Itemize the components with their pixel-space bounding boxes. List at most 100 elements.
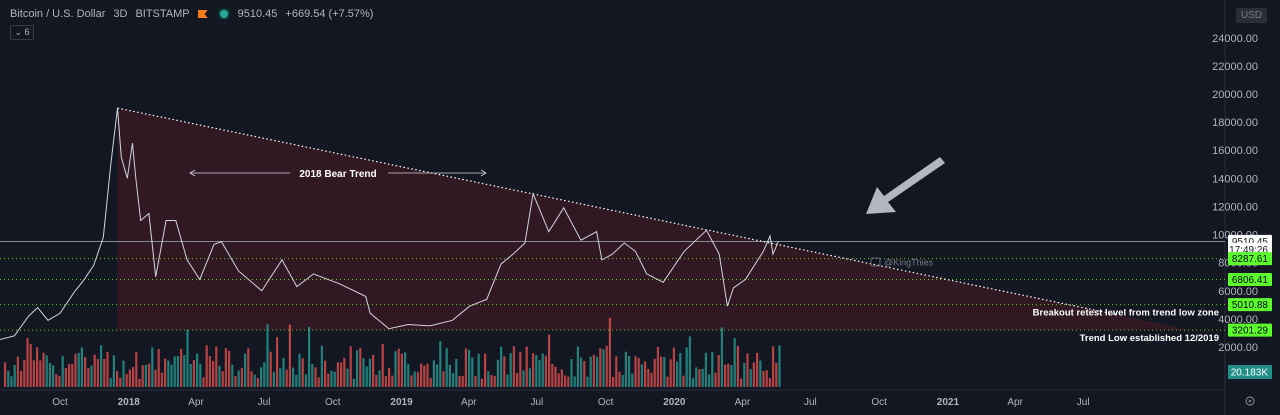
- volume-bar: [20, 371, 23, 387]
- volume-bar: [640, 364, 643, 387]
- volume-bar: [413, 371, 416, 387]
- y-tick-label: 12000.00: [1212, 201, 1258, 213]
- volume-bar: [375, 374, 378, 387]
- symbol-name[interactable]: Bitcoin / U.S. Dollar: [10, 8, 106, 20]
- volume-bar: [320, 345, 323, 387]
- volume-bar: [64, 368, 67, 387]
- volume-bar: [541, 353, 544, 387]
- volume-bar: [698, 369, 701, 387]
- volume-bar: [298, 353, 301, 387]
- volume-bar: [359, 347, 362, 387]
- volume-bar: [743, 363, 746, 387]
- volume-bar: [400, 353, 403, 387]
- volume-bar: [346, 368, 349, 387]
- volume-bar: [173, 356, 176, 387]
- volume-bar: [154, 369, 157, 387]
- volume-bar: [119, 377, 122, 387]
- volume-bar: [736, 345, 739, 387]
- volume-axis-label: 20.183K: [1231, 368, 1269, 379]
- volume-bar: [452, 373, 455, 387]
- volume-bar: [458, 375, 461, 387]
- volume-bar: [295, 374, 298, 387]
- volume-bar: [23, 359, 26, 387]
- volume-axis-label-bg: [1228, 365, 1272, 379]
- volume-bar: [122, 360, 125, 387]
- volume-bar: [116, 371, 119, 387]
- volume-bar: [468, 349, 471, 387]
- volume-bar: [77, 352, 80, 387]
- volume-bar: [762, 371, 765, 387]
- volume-bar: [580, 357, 583, 387]
- volume-bar: [13, 365, 16, 387]
- volume-bar: [61, 355, 64, 387]
- volume-bar: [349, 346, 352, 387]
- volume-bar: [528, 368, 531, 387]
- volume-bar: [244, 353, 247, 387]
- volume-bar: [672, 347, 675, 387]
- volume-bar: [189, 364, 192, 387]
- volume-bar: [608, 317, 611, 387]
- volume-bar: [656, 346, 659, 387]
- volume-bar: [647, 369, 650, 387]
- volume-bar: [253, 374, 256, 387]
- volume-bar: [314, 367, 317, 387]
- volume-bar: [548, 334, 551, 387]
- volume-bar: [416, 372, 419, 387]
- volume-bar: [199, 363, 202, 387]
- volume-bar: [676, 361, 679, 387]
- volume-bar: [410, 375, 413, 387]
- volume-bar: [589, 356, 592, 387]
- x-tick-label: Apr: [1007, 397, 1023, 408]
- volume-bar: [500, 346, 503, 387]
- volume-bar: [176, 356, 179, 387]
- volume-bar: [256, 378, 259, 387]
- watermark-label: @KingThies: [884, 258, 934, 268]
- volume-bar: [128, 369, 131, 387]
- volume-bar: [272, 371, 275, 387]
- volume-bar: [423, 365, 426, 387]
- volume-bar: [765, 370, 768, 387]
- volume-bar: [196, 353, 199, 387]
- volume-bar: [477, 353, 480, 387]
- volume-bar: [660, 356, 663, 387]
- price-level-label-bg: [1228, 323, 1272, 337]
- interval-label[interactable]: 3D: [113, 8, 128, 20]
- volume-bar: [96, 359, 99, 387]
- volume-bar: [599, 348, 602, 387]
- volume-bar: [141, 365, 144, 387]
- volume-bar: [420, 363, 423, 387]
- bear-trend-arrowhead-right: [480, 169, 487, 177]
- volume-bar: [109, 378, 112, 387]
- x-tick-label: Oct: [871, 397, 887, 408]
- volume-bar: [391, 375, 394, 387]
- price-level-label-bg: [1228, 272, 1272, 286]
- indicator-toggle-button[interactable]: ⌄ 6: [10, 25, 34, 40]
- volume-bar: [292, 367, 295, 387]
- volume-bar: [752, 362, 755, 387]
- y-tick-label: 20000.00: [1212, 89, 1258, 101]
- volume-bar: [74, 353, 77, 387]
- volume-bar: [58, 375, 61, 387]
- volume-bar: [151, 347, 154, 387]
- chart-header: Bitcoin / U.S. Dollar 3D BITSTAMP 9510.4…: [0, 0, 1225, 40]
- gear-icon: [1245, 396, 1255, 406]
- volume-bar: [218, 365, 221, 387]
- price-level-label: 6806.41: [1232, 275, 1269, 286]
- volume-bar: [644, 361, 647, 387]
- volume-bar: [775, 362, 778, 387]
- y-tick-label: 2000.00: [1218, 342, 1258, 354]
- currency-badge[interactable]: USD: [1235, 8, 1267, 23]
- volume-bar: [4, 362, 7, 387]
- x-tick-label: Apr: [735, 397, 751, 408]
- volume-bar: [397, 348, 400, 387]
- volume-bar: [544, 355, 547, 387]
- volume-bar: [759, 360, 762, 387]
- volume-bar: [55, 374, 58, 387]
- volume-bar: [487, 371, 490, 387]
- volume-bar: [45, 355, 48, 387]
- volume-bar: [714, 372, 717, 387]
- volume-bar: [471, 357, 474, 387]
- x-tick-label: Jul: [1077, 397, 1090, 408]
- volume-bar: [407, 364, 410, 387]
